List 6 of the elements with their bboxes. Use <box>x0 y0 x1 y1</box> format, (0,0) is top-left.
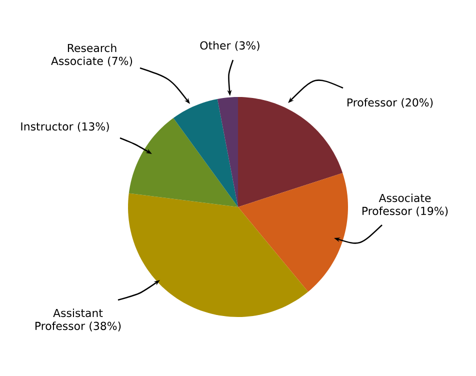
slice-label: Other (3%) <box>200 41 260 51</box>
slice-label: Professor (20%) <box>347 98 433 108</box>
slice-label: Associate Professor (19%) <box>362 194 448 216</box>
slice-label: Instructor (13%) <box>21 122 109 132</box>
slice-label: Research Associate (7%) <box>51 44 132 66</box>
slice-label: Assistant Professor (38%) <box>35 308 121 332</box>
